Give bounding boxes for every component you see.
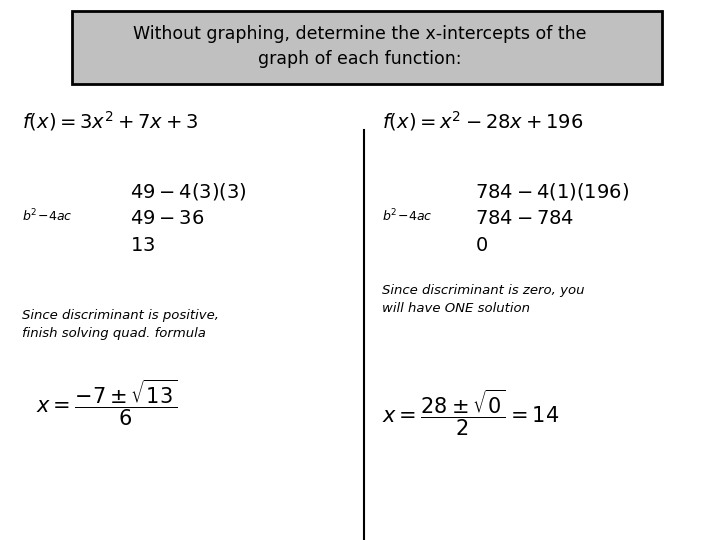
Text: $13$: $13$ (130, 236, 155, 255)
Text: Since discriminant is positive,
finish solving quad. formula: Since discriminant is positive, finish s… (22, 308, 219, 340)
Text: $b^2\!-\!4ac$: $b^2\!-\!4ac$ (382, 208, 432, 224)
Text: $x = \dfrac{-7 \pm \sqrt{13}}{6}$: $x = \dfrac{-7 \pm \sqrt{13}}{6}$ (36, 377, 177, 428)
Text: $f(x) = 3x^2 + 7x + 3$: $f(x) = 3x^2 + 7x + 3$ (22, 110, 198, 133)
Text: $784 - 784$: $784 - 784$ (475, 209, 575, 228)
Text: $0$: $0$ (475, 236, 488, 255)
FancyBboxPatch shape (72, 11, 662, 84)
Text: $49 - 4(3)(3)$: $49 - 4(3)(3)$ (130, 181, 246, 202)
Text: $x = \dfrac{28 \pm \sqrt{0}}{2} = 14$: $x = \dfrac{28 \pm \sqrt{0}}{2} = 14$ (382, 388, 559, 438)
Text: Without graphing, determine the x-intercepts of the
graph of each function:: Without graphing, determine the x-interc… (133, 25, 587, 69)
Text: $49 - 36$: $49 - 36$ (130, 209, 204, 228)
Text: $784 - 4(1)(196)$: $784 - 4(1)(196)$ (475, 181, 629, 202)
Text: $b^2\!-\!4ac$: $b^2\!-\!4ac$ (22, 208, 72, 224)
Text: $f(x) = x^2 - 28x + 196$: $f(x) = x^2 - 28x + 196$ (382, 110, 583, 133)
Text: Since discriminant is zero, you
will have ONE solution: Since discriminant is zero, you will hav… (382, 284, 584, 315)
